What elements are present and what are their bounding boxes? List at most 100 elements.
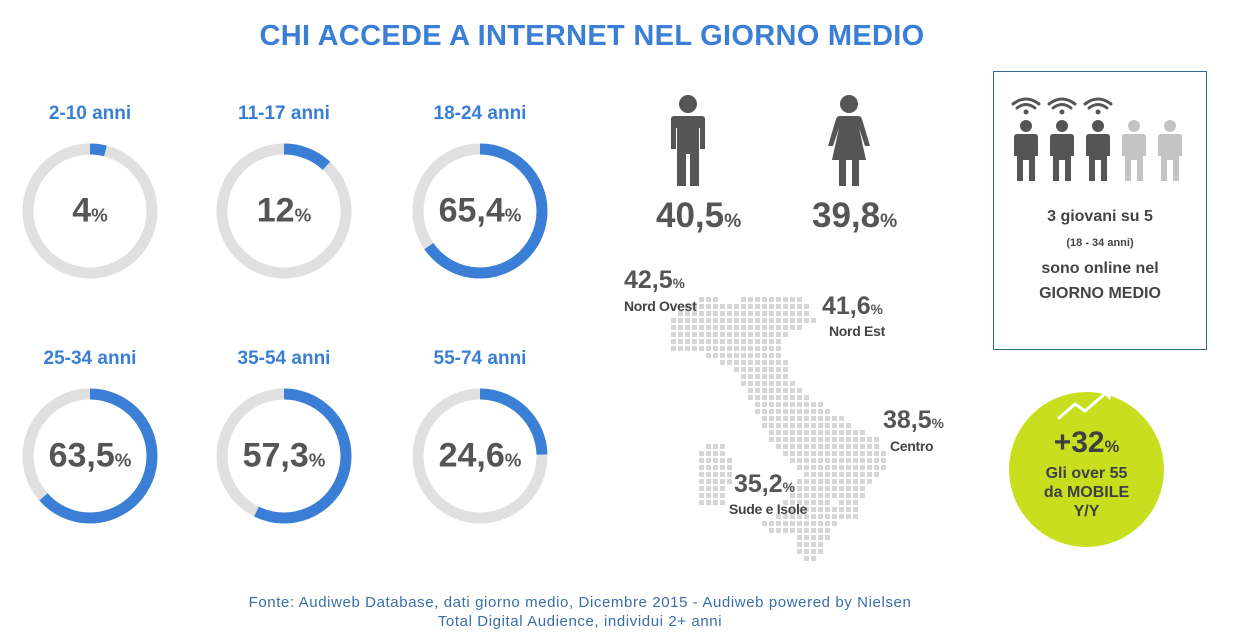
map-dot [811, 486, 816, 491]
map-dot [790, 402, 795, 407]
map-dot [825, 535, 830, 540]
map-dot [797, 521, 802, 526]
map-dot [734, 339, 739, 344]
person-head [1056, 120, 1068, 132]
map-dot [790, 493, 795, 498]
map-dot [720, 493, 725, 498]
person-head [1128, 120, 1140, 132]
map-dot [755, 339, 760, 344]
map-dot [790, 311, 795, 316]
map-dot [762, 325, 767, 330]
map-dot [741, 339, 746, 344]
map-dot [769, 332, 774, 337]
map-dot [839, 451, 844, 456]
map-dot [734, 318, 739, 323]
map-dot [783, 402, 788, 407]
map-dot [734, 367, 739, 372]
map-dot [776, 423, 781, 428]
person-offline-icon [1158, 120, 1182, 181]
map-dot [867, 479, 872, 484]
map-dot [741, 346, 746, 351]
map-dot [804, 416, 809, 421]
map-dot [720, 332, 725, 337]
wifi-arc [1047, 97, 1077, 106]
map-dot [839, 423, 844, 428]
map-dot [720, 451, 725, 456]
map-dot [832, 486, 837, 491]
map-dot [783, 388, 788, 393]
map-dot [783, 430, 788, 435]
region-name-centro: Centro [890, 438, 934, 454]
mobile-line-2: da MOBILE [1043, 484, 1130, 501]
map-dot [678, 311, 683, 316]
map-dot [846, 451, 851, 456]
map-dot [762, 318, 767, 323]
map-dot [769, 339, 774, 344]
map-dot [797, 304, 802, 309]
map-dot [790, 304, 795, 309]
map-dot [811, 465, 816, 470]
map-dot [776, 521, 781, 526]
person-head [1164, 120, 1176, 132]
donut-chart [216, 388, 352, 524]
map-dot [797, 311, 802, 316]
map-dot [783, 395, 788, 400]
map-dot [769, 318, 774, 323]
map-dot [818, 549, 823, 554]
age-donut-11-17: 11-17 anni 12% [194, 103, 374, 281]
map-dot [783, 332, 788, 337]
map-dot [818, 507, 823, 512]
map-dot [776, 318, 781, 323]
map-dot [769, 374, 774, 379]
map-dot [734, 353, 739, 358]
map-dot [678, 318, 683, 323]
map-dot [783, 311, 788, 316]
map-dot [804, 479, 809, 484]
map-dot [853, 458, 858, 463]
map-dot [804, 535, 809, 540]
donut-chart [22, 143, 158, 279]
region-value-centro: 38,5% [883, 406, 944, 434]
map-dot [769, 360, 774, 365]
male-percentage: 40,5% [656, 196, 742, 235]
map-dot [699, 472, 704, 477]
map-dot [762, 374, 767, 379]
map-dot [811, 318, 816, 323]
map-dot [846, 465, 851, 470]
map-dot [832, 423, 837, 428]
map-dot [734, 325, 739, 330]
map-dot [790, 486, 795, 491]
map-dot [874, 444, 879, 449]
region-name-sud-isole: Sude e Isole [729, 501, 808, 517]
map-dot [692, 339, 697, 344]
map-dot [839, 486, 844, 491]
donut-chart [412, 143, 548, 279]
map-dot [783, 514, 788, 519]
map-dot [755, 360, 760, 365]
map-dot [790, 521, 795, 526]
map-dot [790, 318, 795, 323]
map-dot [839, 472, 844, 477]
map-dot [832, 430, 837, 435]
map-dot [727, 465, 732, 470]
map-dot [881, 451, 886, 456]
map-dot [762, 402, 767, 407]
map-dot [790, 458, 795, 463]
age-donut-2-10: 2-10 anni 4% [0, 103, 180, 281]
map-dot [692, 332, 697, 337]
map-dot [853, 444, 858, 449]
map-dot [839, 507, 844, 512]
map-dot [727, 304, 732, 309]
map-dot [706, 451, 711, 456]
map-dot [811, 479, 816, 484]
data-label: 57,3% [242, 436, 326, 475]
map-dot [804, 500, 809, 505]
map-dot [741, 325, 746, 330]
map-dot [818, 444, 823, 449]
map-dot [762, 388, 767, 393]
map-dot [825, 472, 830, 477]
map-dot [769, 388, 774, 393]
map-dot [832, 451, 837, 456]
map-dot [804, 556, 809, 561]
map-dot [762, 332, 767, 337]
